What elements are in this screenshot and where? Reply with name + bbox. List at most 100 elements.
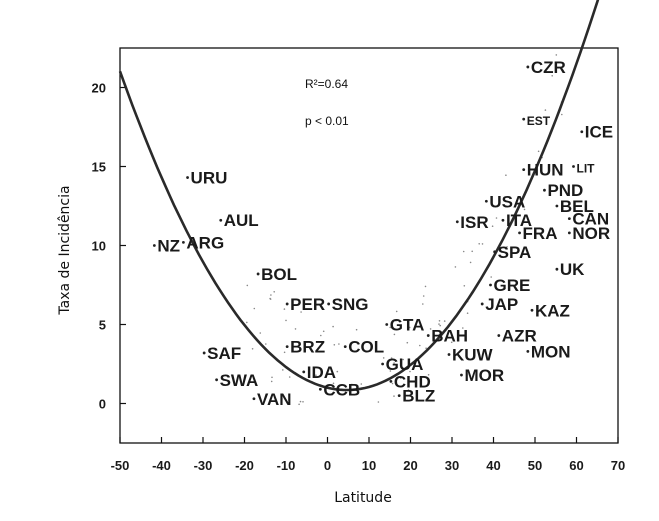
noise-dot (259, 332, 262, 334)
noise-dot (495, 217, 498, 219)
noise-dot (333, 344, 336, 346)
p-value-annotation: p < 0.01 (305, 114, 349, 128)
noise-dot (443, 320, 446, 322)
noise-dot (336, 370, 339, 373)
x-tick-label: -50 (111, 458, 130, 473)
data-point (447, 353, 451, 356)
noise-dot (332, 325, 334, 328)
noise-dot (537, 150, 540, 153)
data-point (480, 302, 484, 306)
data-point (543, 188, 546, 192)
noise-dot (315, 374, 317, 377)
x-tick-label: 70 (611, 458, 625, 473)
point-label-per: PER (290, 295, 325, 314)
noise-dot (506, 246, 508, 248)
data-point (202, 351, 206, 355)
point-label-sng: SNG (332, 295, 369, 314)
noise-dot (544, 109, 547, 111)
x-tick-label: 10 (362, 458, 376, 473)
noise-dot (555, 54, 558, 56)
noise-dot (491, 225, 494, 227)
noise-dot (390, 357, 393, 359)
noise-dot (355, 328, 358, 331)
data-point (530, 308, 534, 312)
y-axis-title: Taxa de Incidência (57, 185, 73, 315)
data-point (285, 302, 289, 306)
noise-dot (422, 295, 425, 297)
y-axis-ticks: 0 5 10 15 20 (92, 81, 126, 412)
noise-dot (551, 75, 553, 77)
noise-dot (402, 358, 405, 361)
data-point (327, 302, 331, 306)
data-point (219, 218, 223, 222)
point-label-gua: GUA (386, 355, 424, 374)
noise-dot (288, 376, 291, 378)
noise-dot (322, 330, 325, 333)
data-point (397, 394, 401, 397)
point-label-aul: AUL (224, 211, 259, 230)
x-tick-label: 60 (569, 458, 583, 473)
point-label-brz: BRZ (290, 338, 325, 357)
x-tick-label: -10 (277, 458, 296, 473)
point-label-mon: MON (531, 342, 571, 361)
noise-dot (251, 348, 254, 350)
noise-dot (271, 376, 273, 379)
noise-dot (490, 276, 493, 278)
noise-dot (400, 377, 402, 379)
fit-curve (118, 0, 600, 392)
noise-dot (294, 328, 297, 330)
point-label-ida: IDA (307, 363, 336, 382)
data-point (215, 378, 219, 382)
noise-dot (429, 328, 432, 330)
point-label-blz: BLZ (402, 387, 435, 406)
data-point (381, 362, 384, 366)
data-point (489, 283, 492, 287)
data-point (572, 165, 575, 168)
noise-dot (438, 323, 440, 325)
point-label-ice: ICE (585, 123, 613, 142)
noise-dot (395, 320, 397, 322)
noise-dots (246, 54, 563, 406)
noise-dot (360, 383, 363, 385)
noise-dot (469, 261, 472, 264)
noise-dot (351, 383, 353, 386)
noise-dot (528, 119, 531, 121)
noise-dot (422, 303, 424, 305)
noise-dot (419, 344, 421, 347)
point-label-azr: AZR (502, 327, 537, 346)
noise-dot (393, 362, 395, 364)
noise-dot (283, 351, 286, 354)
noise-dot (282, 369, 284, 371)
point-label-can: CAN (572, 210, 609, 229)
point-label-saf: SAF (207, 344, 241, 363)
noise-dot (265, 343, 267, 345)
point-label-kuw: KUW (452, 346, 494, 365)
y-tick-label: 10 (92, 239, 106, 254)
noise-dot (395, 310, 398, 313)
point-label-lit: LIT (577, 162, 596, 176)
noise-dot (523, 208, 526, 211)
noise-dot (424, 285, 427, 288)
x-tick-label: 30 (445, 458, 459, 473)
x-tick-label: 50 (528, 458, 542, 473)
noise-dot (454, 266, 457, 268)
noise-dot (285, 319, 287, 322)
data-point (455, 220, 459, 224)
x-tick-label: 40 (486, 458, 500, 473)
noise-dot (246, 321, 248, 324)
noise-dot (438, 320, 441, 322)
noise-dot (466, 312, 469, 315)
point-label-fra: FRA (523, 224, 558, 243)
data-point (152, 244, 156, 247)
noise-dot (382, 357, 385, 359)
noise-dot (406, 341, 409, 344)
data-point (285, 345, 289, 349)
data-point (526, 65, 530, 69)
data-point (343, 345, 347, 349)
point-label-czr: CZR (531, 58, 566, 77)
noise-dot (408, 326, 411, 329)
point-label-chd: CHD (394, 372, 431, 391)
y-tick-label: 0 (99, 397, 106, 412)
noise-dot (299, 400, 302, 403)
point-label-bah: BAH (431, 327, 468, 346)
